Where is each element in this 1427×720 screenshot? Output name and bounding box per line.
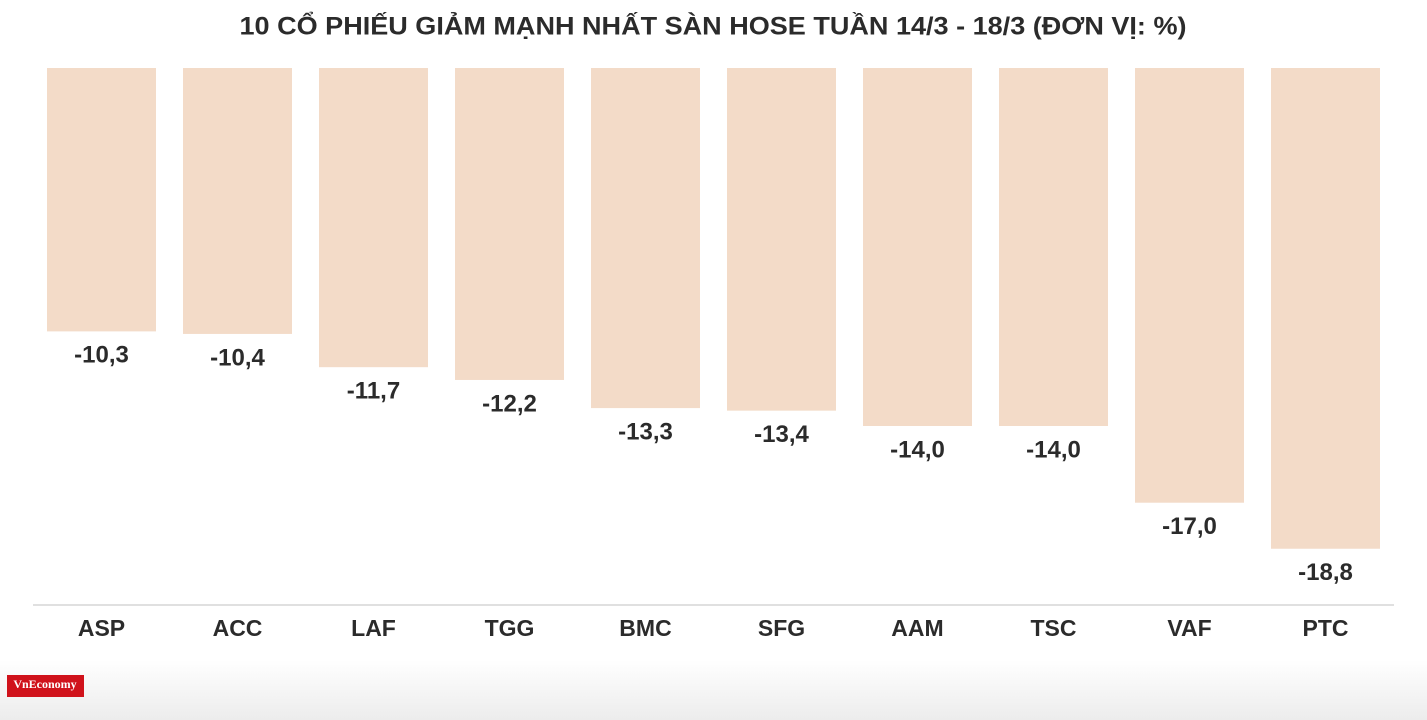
bar (455, 68, 564, 380)
x-tick-label: SFG (758, 615, 805, 641)
x-tick-label: LAF (351, 615, 396, 641)
logo-box (7, 675, 84, 697)
value-label: -18,8 (1298, 559, 1353, 586)
bar (319, 68, 428, 368)
value-label: -12,2 (482, 390, 537, 417)
value-label: -14,0 (890, 436, 945, 463)
bar (727, 68, 836, 411)
x-tick-label: TGG (485, 615, 535, 641)
chart-title: 10 CỔ PHIẾU GIẢM MẠNH NHẤT SÀN HOSE TUẦN… (240, 11, 1187, 41)
x-tick-label: BMC (619, 615, 671, 641)
bar (591, 68, 700, 409)
x-tick-label: VAF (1167, 615, 1211, 641)
value-label: -10,4 (210, 344, 265, 371)
value-label: -17,0 (1162, 513, 1217, 540)
x-tick-label: ASP (78, 615, 125, 641)
value-label: -11,7 (347, 378, 400, 405)
x-tick-label: PTC (1303, 615, 1349, 641)
value-label: -14,0 (1026, 436, 1081, 463)
value-label: -13,3 (618, 418, 673, 445)
x-tick-label: AAM (891, 615, 943, 641)
bar (999, 68, 1108, 426)
bar (183, 68, 292, 334)
bar (863, 68, 972, 426)
bar (1135, 68, 1244, 503)
value-label: -10,3 (74, 342, 129, 369)
x-tick-label: TSC (1031, 615, 1077, 641)
logo: VnEconomy (13, 677, 76, 691)
bar (1271, 68, 1380, 549)
x-tick-label: ACC (213, 615, 263, 641)
bar (47, 68, 156, 332)
footer-shade (0, 660, 1427, 720)
value-label: -13,4 (754, 421, 809, 448)
